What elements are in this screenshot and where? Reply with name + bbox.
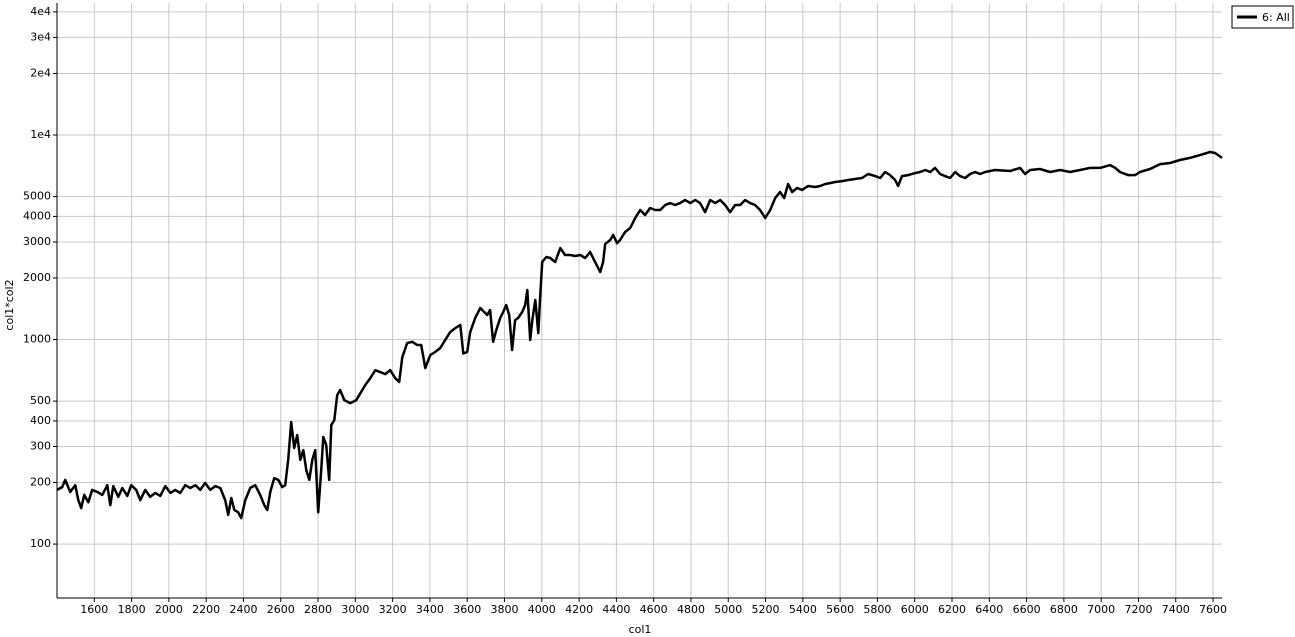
y-axis-label: col1*col2	[3, 279, 16, 330]
x-tick-label: 5800	[863, 603, 891, 616]
y-tick-label: 1000	[23, 333, 51, 346]
x-tick-label: 7200	[1124, 603, 1152, 616]
x-tick-label: 2000	[155, 603, 183, 616]
y-tick-label: 1e4	[30, 128, 51, 141]
x-tick-label: 7000	[1087, 603, 1115, 616]
x-tick-label: 4400	[602, 603, 630, 616]
x-tick-label: 4600	[640, 603, 668, 616]
y-tick-label: 4e4	[30, 5, 51, 18]
x-tick-label: 2600	[267, 603, 295, 616]
x-tick-label: 5400	[789, 603, 817, 616]
y-tick-label: 200	[30, 476, 51, 489]
x-tick-label: 5600	[826, 603, 854, 616]
x-tick-label: 3000	[341, 603, 369, 616]
y-tick-label: 5000	[23, 190, 51, 203]
legend: 6: All	[1231, 5, 1294, 29]
y-tick-label: 2e4	[30, 66, 51, 79]
x-tick-label: 5000	[714, 603, 742, 616]
x-tick-label: 6600	[1013, 603, 1041, 616]
x-tick-label: 6800	[1050, 603, 1078, 616]
legend-label: 6: All	[1262, 11, 1290, 24]
y-tick-label: 2000	[23, 271, 51, 284]
x-tick-label: 7600	[1199, 603, 1227, 616]
x-tick-label: 6400	[975, 603, 1003, 616]
y-tick-label: 4000	[23, 209, 51, 222]
legend-box	[1231, 5, 1294, 29]
y-tick-label: 3000	[23, 235, 51, 248]
x-tick-label: 2400	[229, 603, 257, 616]
x-tick-label: 4200	[565, 603, 593, 616]
data-line	[56, 150, 1223, 520]
x-axis-label: col1	[629, 623, 652, 636]
x-tick-label: 6000	[901, 603, 929, 616]
y-tick-label: 500	[30, 394, 51, 407]
x-tick-label: 3800	[491, 603, 519, 616]
x-tick-label: 3400	[416, 603, 444, 616]
y-tick-label: 3e4	[30, 30, 51, 43]
x-tick-label: 3600	[453, 603, 481, 616]
x-tick-label: 5200	[752, 603, 780, 616]
x-tick-label: 1800	[118, 603, 146, 616]
y-tick-label: 100	[30, 537, 51, 550]
x-tick-label: 1600	[80, 603, 108, 616]
x-tick-label: 6200	[938, 603, 966, 616]
x-tick-label: 3200	[379, 603, 407, 616]
x-tick-label: 2200	[192, 603, 220, 616]
y-tick-label: 300	[30, 439, 51, 452]
y-tick-label: 400	[30, 414, 51, 427]
x-tick-label: 4000	[528, 603, 556, 616]
grid	[57, 3, 1222, 598]
x-tick-label: 4800	[677, 603, 705, 616]
x-tick-label: 2800	[304, 603, 332, 616]
x-tick-label: 7400	[1162, 603, 1190, 616]
